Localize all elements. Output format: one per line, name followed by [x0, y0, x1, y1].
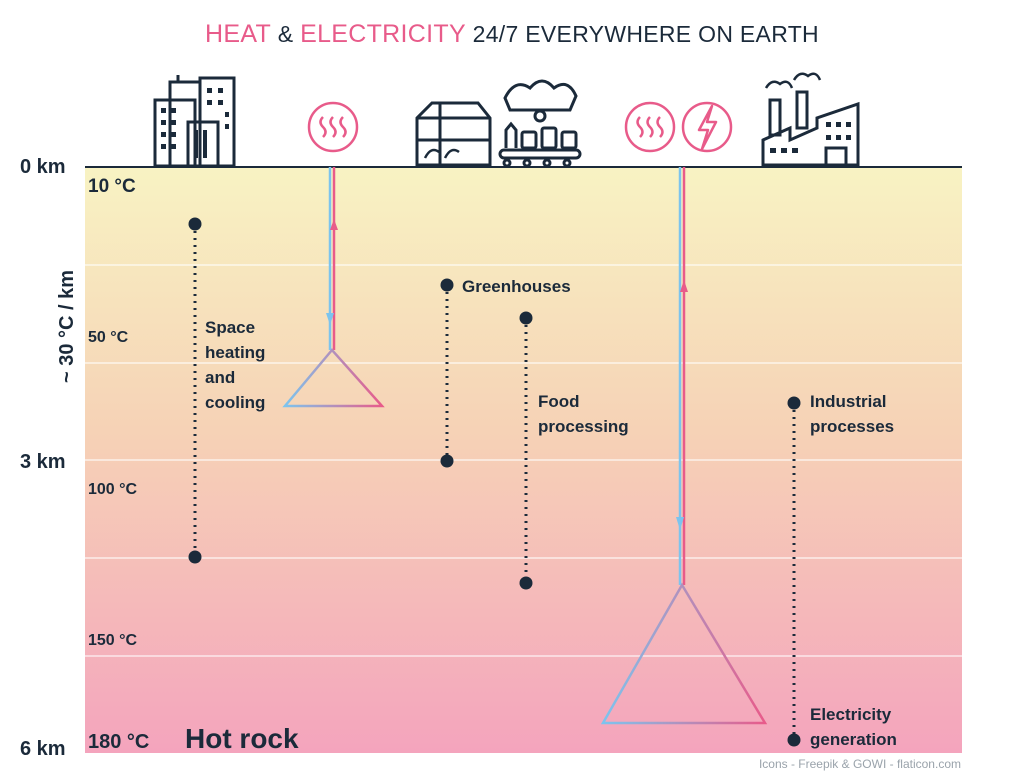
- label-industrial-line: processes: [810, 417, 894, 436]
- label-electricity-line: generation: [810, 730, 897, 749]
- label-food-processing-line: Food: [538, 392, 580, 411]
- label-space-heating-line: heating: [205, 343, 265, 362]
- title-ampersand: &: [271, 21, 301, 47]
- usage-range-lines: [193, 224, 796, 740]
- depth-label-6km: 6 km: [20, 738, 66, 760]
- hot-rock-label: Hot rock: [185, 723, 299, 754]
- city-buildings-icon: [153, 75, 236, 168]
- food-processing-icon: [498, 79, 582, 168]
- greenhouse-icon: [415, 101, 492, 167]
- gradient-label: ~ 30 °C / km: [56, 270, 78, 383]
- temp-label-150: 150 °C: [88, 632, 138, 649]
- temp-label-10: 10 °C: [88, 176, 136, 197]
- usage-range-endpoints: [188, 217, 801, 747]
- shallow-geothermal-well: [282, 167, 385, 408]
- label-food-processing: Food processing: [538, 392, 629, 436]
- temp-label-180: 180 °C: [88, 731, 149, 753]
- title-rest: 24/7 EVERYWHERE ON EARTH: [465, 21, 819, 47]
- icon-credit: Icons - Freepik & GOWI - flaticon.com: [758, 757, 961, 771]
- label-space-heating-line: cooling: [205, 393, 265, 412]
- lightning-icon: [681, 101, 733, 153]
- temp-label-100: 100 °C: [88, 481, 138, 498]
- label-industrial-line: Industrial: [810, 392, 887, 411]
- deep-geothermal-well: [600, 167, 768, 725]
- label-electricity-generation: Electricity generation: [810, 705, 897, 749]
- label-food-processing-line: processing: [538, 417, 629, 436]
- label-industrial-processes: Industrial processes: [810, 392, 894, 436]
- factory-icon: [761, 72, 860, 167]
- heat-icon: [624, 101, 676, 153]
- label-electricity-line: Electricity: [810, 705, 892, 724]
- label-greenhouses: Greenhouses: [462, 277, 571, 296]
- temp-label-50: 50 °C: [88, 329, 129, 346]
- title-heat: HEAT: [205, 20, 272, 48]
- depth-label-0km: 0 km: [20, 156, 66, 178]
- title-electricity: ELECTRICITY: [300, 20, 466, 48]
- page-title: HEAT & ELECTRICITY 24/7 EVERYWHERE ON EA…: [0, 20, 1024, 49]
- heat-icon: [307, 101, 359, 153]
- label-space-heating: Space heating and cooling: [205, 318, 270, 412]
- depth-gridlines: [85, 264, 962, 657]
- label-space-heating-line: Space: [205, 318, 255, 337]
- depth-label-3km: 3 km: [20, 451, 66, 473]
- label-space-heating-line: and: [205, 368, 235, 387]
